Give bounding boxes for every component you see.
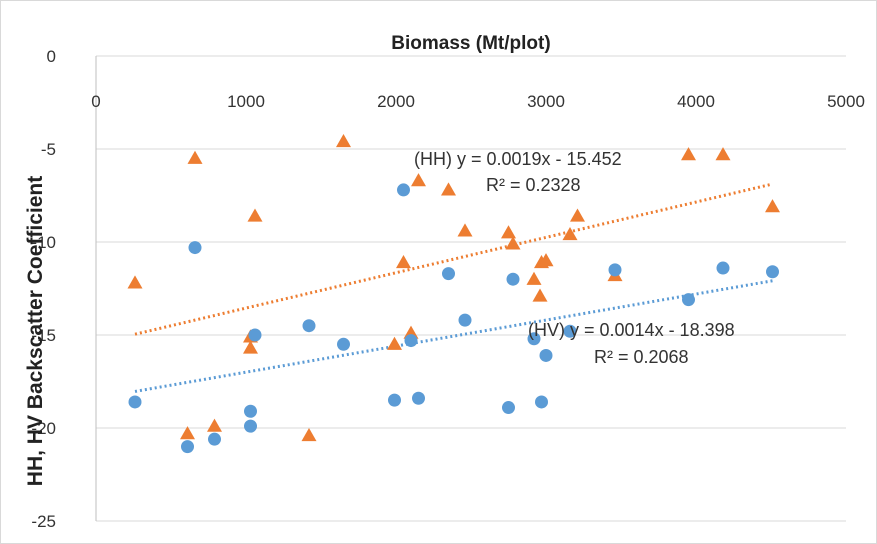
hh-data-point: [411, 173, 426, 187]
hh-data-point: [532, 288, 548, 302]
hh-data-point: [247, 208, 263, 222]
hh-data-point: [441, 182, 456, 196]
hv-data-point: [539, 348, 553, 362]
hh-data-point: [387, 336, 402, 350]
y-tick-label: 0: [47, 47, 56, 66]
hh-data-point: [505, 236, 521, 250]
hv-data-point: [188, 241, 202, 255]
y-axis-title: HH, HV Backscatter Coefficient: [24, 176, 47, 486]
hh-data-point: [562, 227, 578, 241]
hv-data-point: [502, 401, 515, 415]
hv-data-point: [397, 183, 410, 197]
hv-trend-equation: (HV) y = 0.0014x - 18.398: [528, 320, 735, 340]
hh-data-point: [207, 418, 222, 432]
hv-data-point: [181, 440, 194, 454]
hh-data-point: [127, 275, 143, 289]
hv-data-point: [527, 332, 541, 346]
hv-data-point: [412, 391, 425, 405]
hv-data-point: [208, 432, 221, 446]
hh-data-point: [765, 199, 780, 213]
hv-data-point: [766, 265, 779, 279]
x-tick-label: 1000: [227, 92, 265, 111]
hh-data-point: [570, 208, 585, 222]
hv-data-point: [337, 337, 350, 351]
y-tick-label: -15: [31, 326, 56, 345]
axis-layer: 0 -5 -10 -15 -20 -25 0 1000 2000 3000 4000 5000: [31, 47, 864, 531]
trendline-layer: [134, 182, 773, 393]
hh-trend-equation: (HH) y = 0.0019x - 15.452: [414, 149, 622, 169]
x-tick-label: 2000: [377, 92, 415, 111]
grid-layer: [96, 55, 846, 522]
hh-data-point: [681, 147, 696, 161]
point-layer: [127, 134, 780, 454]
hh-data-point: [243, 340, 258, 354]
hv-data-point: [458, 313, 472, 327]
y-tick-label: -20: [31, 419, 56, 438]
hh-trendline: [134, 182, 773, 336]
y-tick-label: -5: [41, 140, 56, 159]
hv-data-point: [563, 324, 577, 338]
x-tick-label: 3000: [527, 92, 565, 111]
hh-data-point: [396, 254, 411, 269]
hv-data-point: [128, 395, 142, 409]
x-axis-title: Biomass (Mt/plot): [391, 33, 550, 54]
hh-data-point: [501, 225, 516, 239]
hv-data-point: [716, 261, 730, 275]
hh-data-point: [538, 253, 554, 267]
hh-data-point: [715, 147, 731, 161]
hh-r2-label: R² = 0.2328: [486, 175, 581, 195]
y-tick-label: -25: [31, 512, 56, 531]
hv-data-point: [302, 319, 316, 333]
label-layer: Biomass (Mt/plot) HH, HV Backscatter Coe…: [24, 33, 735, 486]
hh-data-point: [336, 134, 351, 148]
hv-data-point: [682, 293, 695, 307]
hv-data-point: [244, 404, 257, 418]
hv-data-point: [388, 393, 401, 407]
hh-data-point: [301, 427, 317, 442]
hv-data-point: [404, 334, 418, 348]
hv-data-point: [248, 328, 262, 342]
hh-data-point: [526, 271, 542, 285]
x-tick-label: 0: [91, 92, 100, 111]
x-tick-label: 4000: [677, 92, 715, 111]
hv-data-point: [244, 419, 257, 433]
y-tick-label: -10: [31, 233, 56, 252]
hh-data-point: [187, 150, 203, 164]
hv-data-point: [442, 267, 455, 281]
hv-data-point: [608, 263, 622, 277]
hv-data-point: [535, 395, 548, 409]
hv-data-point: [506, 272, 520, 286]
x-tick-label: 5000: [827, 92, 865, 111]
hv-r2-label: R² = 0.2068: [594, 347, 689, 367]
hh-data-point: [457, 223, 473, 237]
hh-data-point: [180, 426, 195, 440]
